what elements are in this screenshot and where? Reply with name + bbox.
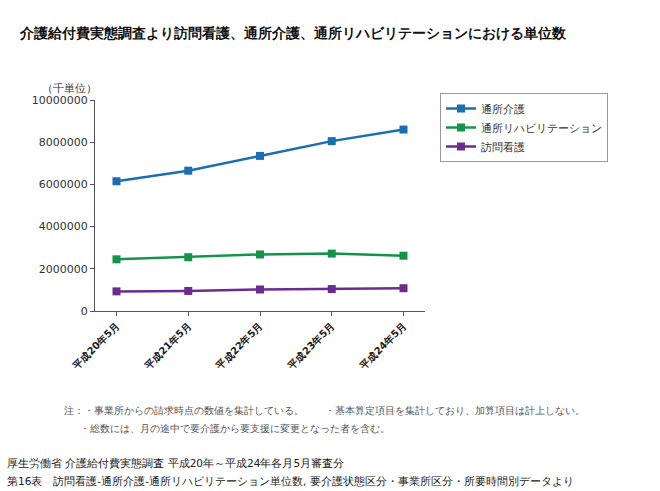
svg-text:（千単位）: （千単位） [42,82,97,95]
svg-text:4000000: 4000000 [39,220,88,233]
svg-text:第16表 訪問看護-通所介護-通所リハビリテーション単位数,: 第16表 訪問看護-通所介護-通所リハビリテーション単位数, 要介護状態区分・事… [7,475,574,487]
svg-text:平成21年5月: 平成21年5月 [142,320,194,372]
svg-text:平成20年5月: 平成20年5月 [70,320,122,372]
svg-text:注：・事業所からの請求時点の数値を集計している。: 注：・事業所からの請求時点の数値を集計している。 [64,405,304,416]
svg-text:通所介護: 通所介護 [481,103,525,116]
svg-text:2000000: 2000000 [39,263,88,276]
svg-text:訪問看護: 訪問看護 [481,141,525,154]
svg-text:8000000: 8000000 [39,136,88,149]
svg-text:平成24年5月: 平成24年5月 [357,320,409,372]
svg-text:平成22年5月: 平成22年5月 [213,320,265,372]
svg-text:10000000: 10000000 [32,94,88,107]
svg-text:・基本算定項目を集計しており、加算項目は計上しない。: ・基本算定項目を集計しており、加算項目は計上しない。 [325,405,585,416]
svg-text:通所リハビリテーション: 通所リハビリテーション [481,122,602,135]
svg-text:6000000: 6000000 [39,178,88,191]
svg-text:介護給付費実態調査より訪問看護、通所介護、通所リハビリテーシ: 介護給付費実態調査より訪問看護、通所介護、通所リハビリテーションにおける単位数 [19,25,567,41]
svg-text:0: 0 [81,305,88,318]
svg-text:・総数には、月の途中で要介護から要支援に変更となった者を含む: ・総数には、月の途中で要介護から要支援に変更となった者を含む。 [80,423,390,434]
svg-text:平成23年5月: 平成23年5月 [285,320,337,372]
svg-text:厚生労働省 介護給付費実態調査 平成20年～平成24年各月5: 厚生労働省 介護給付費実態調査 平成20年～平成24年各月5月審査分 [7,457,344,469]
